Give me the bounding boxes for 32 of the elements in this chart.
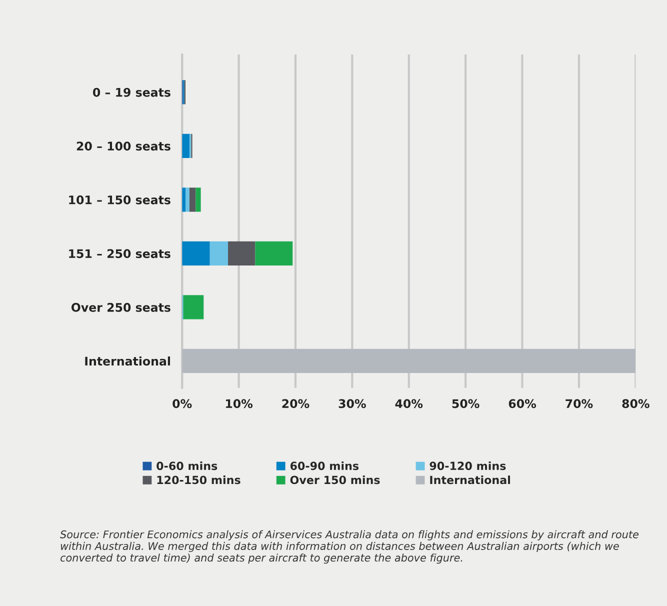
bar (182, 134, 190, 158)
y-tick-label: 0 – 19 seats (93, 88, 170, 97)
bar (228, 241, 256, 266)
x-tick-label: 40% (395, 399, 423, 408)
x-tick-label: 30% (338, 399, 366, 408)
bar (189, 188, 196, 212)
x-tick-label: 0% (172, 399, 192, 408)
y-tick-label: International (85, 356, 170, 366)
legend-label: International (430, 476, 510, 484)
bar (185, 188, 190, 212)
x-tick-label: 50% (452, 399, 480, 408)
x-tick-label: 60% (508, 399, 536, 408)
x-tick-label: 20% (282, 399, 310, 408)
y-tick-label: Over 250 seats (71, 302, 170, 312)
x-tick-label: 10% (226, 399, 253, 408)
bar (182, 241, 210, 266)
legend-label: 120-150 mins (157, 476, 240, 484)
y-tick-label: 20 – 100 seats (76, 142, 170, 151)
bar (210, 241, 228, 266)
bar (196, 188, 201, 212)
legend-label: Over 150 mins (290, 476, 380, 484)
y-tick-label: 101 – 150 seats (69, 195, 170, 204)
bar (183, 295, 204, 320)
x-tick-label: 80% (622, 399, 650, 408)
legend-label: 60-90 mins (290, 461, 359, 470)
legend-label: 90-120 mins (430, 461, 506, 470)
bar (255, 241, 293, 266)
source-note: Source: Frontier Economics analysis of Airservices Australia data on flights and emissions by aircraft and route within Australia. We merged this data with information on distances between Australian airports (which we converted to travel time) and seats per aircraft to generate the above figure. (60, 530, 638, 564)
y-tick-label: 151 – 250 seats (69, 249, 170, 258)
x-tick-label: 70% (566, 399, 593, 408)
legend-label: 0-60 mins (156, 461, 218, 470)
bar (182, 348, 636, 374)
